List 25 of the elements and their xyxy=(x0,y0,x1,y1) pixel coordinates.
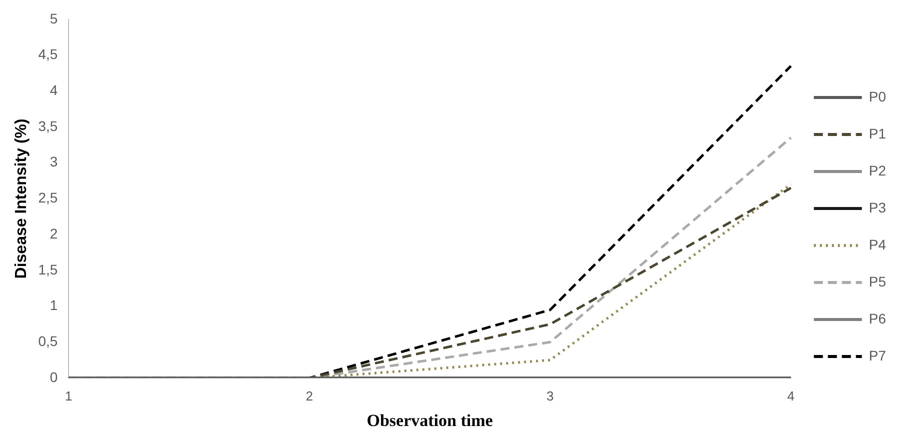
x-axis-title: Observation time xyxy=(366,411,494,430)
legend-label: P0 xyxy=(868,88,886,104)
x-tick-label: 1 xyxy=(65,388,72,404)
legend-label: P4 xyxy=(868,236,886,252)
y-tick-label: 0,5 xyxy=(38,333,58,349)
y-tick-label: 1,5 xyxy=(38,261,58,278)
y-tick-label: 5 xyxy=(50,10,58,26)
y-tick-label: 2 xyxy=(50,225,58,242)
legend-label: P2 xyxy=(868,162,886,178)
x-tick-label: 4 xyxy=(787,388,794,404)
legend-label: P3 xyxy=(868,199,886,216)
y-tick-label: 3,5 xyxy=(38,118,58,134)
x-tick-label: 2 xyxy=(306,388,314,404)
y-tick-label: 2,5 xyxy=(38,190,58,206)
y-axis-title: Disease Intensity (%) xyxy=(13,118,30,279)
legend-label: P5 xyxy=(868,273,886,290)
legend-label: P6 xyxy=(868,310,886,326)
y-tick-label: 4,5 xyxy=(38,46,58,62)
y-tick-label: 4 xyxy=(50,82,58,98)
y-tick-label: 0 xyxy=(50,368,58,385)
y-tick-label: 1 xyxy=(50,297,58,314)
x-tick-label: 3 xyxy=(546,388,554,404)
legend-label: P1 xyxy=(868,125,886,142)
legend-label: P7 xyxy=(868,347,886,364)
y-tick-label: 3 xyxy=(50,154,58,170)
